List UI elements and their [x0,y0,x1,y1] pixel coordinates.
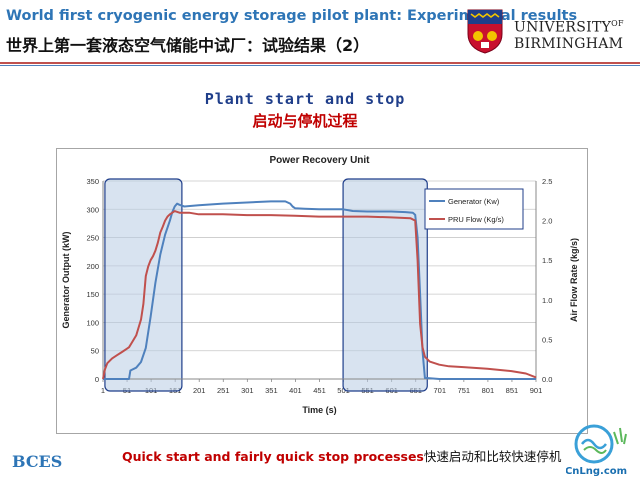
cnlng-watermark-logo: CnLng.com [566,424,627,477]
university-line1: UNIVERSITY [514,19,612,36]
chart-frame: Power Recovery Unit 0 50 100 150 200 250 300 350… [56,148,588,434]
x-tick-label: 501 [337,386,350,395]
caption: Quick start and fairly quick stop proces… [122,446,561,465]
x-tick-label: 251 [217,386,230,395]
legend-label: PRU Flow (Kg/s) [448,215,504,224]
legend-box [424,188,524,230]
y-tick-label: 200 [86,262,99,271]
university-crest-icon [467,9,503,54]
x-tick-label: 801 [482,386,495,395]
y2-tick-label: 2.0 [542,217,552,226]
y2-tick-label: 0.0 [542,375,552,384]
series-line-pru-flow [102,210,537,380]
x-tick-label: 701 [434,386,447,395]
y-tick-label: 250 [86,234,99,243]
y-tick-label: 100 [86,318,99,327]
y-tick-label: 350 [86,177,99,186]
cnlng-watermark-text: CnLng.com [566,466,627,477]
x-tick-label: 751 [458,386,471,395]
y-tick-label: 0 [95,375,99,384]
x-tick-label: 451 [313,386,326,395]
power-recovery-chart: Power Recovery Unit 0 50 100 150 200 250 300 350… [61,155,579,415]
university-of: OF [611,19,624,28]
subtitle-zh: 启动与停机过程 [252,112,358,130]
y-tick-label: 150 [86,290,99,299]
x-axis-label: Time (s) [302,405,336,415]
university-logo-text: UNIVERSITYOF BIRMINGHAM [514,16,624,52]
y-tick-label: 300 [86,205,99,214]
subtitle-en: Plant start and stop [204,90,406,108]
y2-tick-label: 1.5 [542,256,552,265]
x-tick-label: 851 [506,386,519,395]
x-tick-label: 301 [241,386,254,395]
x-tick-label: 401 [289,386,302,395]
x-tick-label: 1 [101,386,105,395]
x-tick-label: 201 [193,386,206,395]
y2-axis-label: Air Flow Rate (kg/s) [569,238,579,322]
highlight-region-2 [342,178,428,392]
x-tick-label: 351 [265,386,278,395]
y2-tick-label: 0.5 [542,335,552,344]
highlight-region-1 [104,178,183,392]
header-divider-blue [0,65,640,66]
y-axis-label: Generator Output (kW) [61,232,71,329]
header-divider-red [0,62,640,64]
university-line2: BIRMINGHAM [514,35,624,52]
slide-title-en: World first cryogenic energy storage pil… [6,8,578,24]
y2-tick-label: 2.5 [542,177,552,186]
legend-label: Generator (Kw) [448,197,500,206]
x-tick-label: 901 [530,386,543,395]
y2-tick-label: 1.0 [542,296,552,305]
slide-title-zh: 世界上第一套液态空气储能中试厂：试验结果（2） [6,36,370,55]
caption-en: Quick start and fairly quick stop proces… [122,449,424,464]
series-line-generator [103,200,536,380]
caption-zh: 快速启动和比较快速停机 [423,449,562,464]
chart-title: Power Recovery Unit [269,155,370,166]
y-tick-label: 50 [91,347,99,356]
bces-logo: BCES [12,452,63,471]
